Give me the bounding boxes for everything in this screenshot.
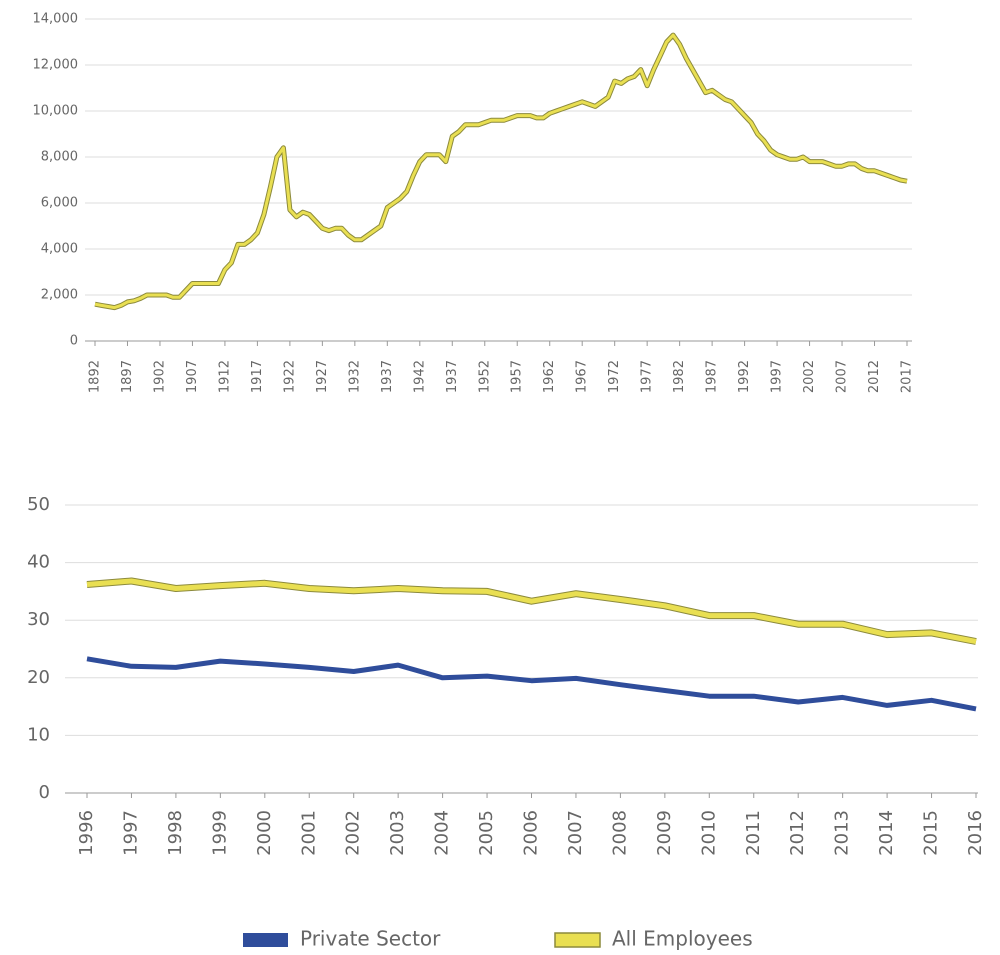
chart: 0 10 20 30 40 50 1996 1997 1998 1999 2000 2001 2002 2… <box>27 494 986 951</box>
legend-swatch <box>243 933 288 947</box>
x-tick-label: 1982 <box>672 360 687 393</box>
x-tick-label: 1992 <box>737 360 752 393</box>
x-tick-label: 1997 <box>120 810 141 856</box>
x-tick-label: 2008 <box>609 810 630 856</box>
y-tick-label: 10 <box>27 724 50 745</box>
x-tick-label: 1902 <box>152 360 167 393</box>
x-tick-label: 1998 <box>165 810 186 856</box>
x-tick-label: 2003 <box>387 810 408 856</box>
x-tick-label: 1999 <box>209 810 230 856</box>
x-tick-label: 1912 <box>217 360 232 393</box>
x-tick-label: 1972 <box>607 360 622 393</box>
x-tick-label: 1932 <box>347 360 362 393</box>
x-tick-label: 1937 <box>445 360 460 393</box>
legend-swatch <box>554 932 601 948</box>
x-tick-label: 2001 <box>298 810 319 856</box>
y-tick-label: 6,000 <box>41 196 78 211</box>
x-tick-label: 2012 <box>787 810 808 856</box>
y-tick-label: 10,000 <box>33 104 79 119</box>
y-tick-label: 0 <box>39 782 50 803</box>
x-tick-label: 2004 <box>432 810 453 856</box>
y-tick-label: 8,000 <box>41 150 78 165</box>
line <box>86 578 977 644</box>
y-tick-label: 40 <box>27 552 50 573</box>
y-tick-label: 20 <box>27 667 50 688</box>
x-tick-label: 2005 <box>476 810 497 856</box>
x-tick-label: 2006 <box>521 810 542 856</box>
x-tick-label: 1937 <box>380 360 395 393</box>
y-tick-label: 30 <box>27 609 50 630</box>
legend-label: All Employees <box>612 927 753 951</box>
y-tick-label: 12,000 <box>33 58 79 73</box>
x-tick-label: 2010 <box>698 810 719 856</box>
x-tick-label: 2007 <box>835 360 850 393</box>
x-tick-label: 1967 <box>575 360 590 393</box>
x-tick-label: 1917 <box>250 360 265 393</box>
x-tick-label: 2000 <box>254 810 275 856</box>
x-tick-label: 1892 <box>88 360 103 393</box>
line <box>86 656 977 712</box>
y-tick-label: 50 <box>27 494 50 515</box>
x-tick-label: 2011 <box>743 810 764 856</box>
x-tick-label: 2002 <box>343 810 364 856</box>
x-tick-label: 1987 <box>705 360 720 393</box>
y-tick-label: 14,000 <box>33 12 79 27</box>
x-tick-label: 1927 <box>315 360 330 393</box>
x-tick-label: 1952 <box>477 360 492 393</box>
line-outline <box>94 32 908 311</box>
x-tick-label: 2012 <box>867 360 882 393</box>
y-tick-label: 2,000 <box>41 288 78 303</box>
x-tick-label: 1977 <box>640 360 655 393</box>
chart: 0 2,000 4,000 6,000 8,000 10,000 12,000 14,000 1… <box>33 12 915 394</box>
x-tick-label: 1897 <box>120 360 135 393</box>
x-tick-label: 2014 <box>876 810 897 856</box>
x-tick-label: 1942 <box>412 360 427 393</box>
y-tick-label: 4,000 <box>41 242 78 257</box>
x-tick-label: 2013 <box>832 810 853 856</box>
x-tick-label: 1997 <box>770 360 785 393</box>
line <box>94 33 908 310</box>
legend-label: Private Sector <box>300 927 441 951</box>
line-outline <box>86 577 977 645</box>
x-tick-label: 2007 <box>565 810 586 856</box>
x-tick-label: 1962 <box>542 360 557 393</box>
x-tick-label: 1922 <box>282 360 297 393</box>
x-tick-label: 2015 <box>921 810 942 856</box>
x-tick-label: 1996 <box>76 810 97 856</box>
x-tick-label: 2009 <box>654 810 675 856</box>
x-tick-label: 2017 <box>900 360 915 393</box>
x-tick-label: 2016 <box>965 810 986 856</box>
x-tick-label: 1907 <box>185 360 200 393</box>
x-tick-label: 1957 <box>510 360 525 393</box>
y-tick-label: 0 <box>70 334 78 349</box>
legend: Private Sector All Employees <box>243 927 753 951</box>
x-tick-label: 2002 <box>802 360 817 393</box>
